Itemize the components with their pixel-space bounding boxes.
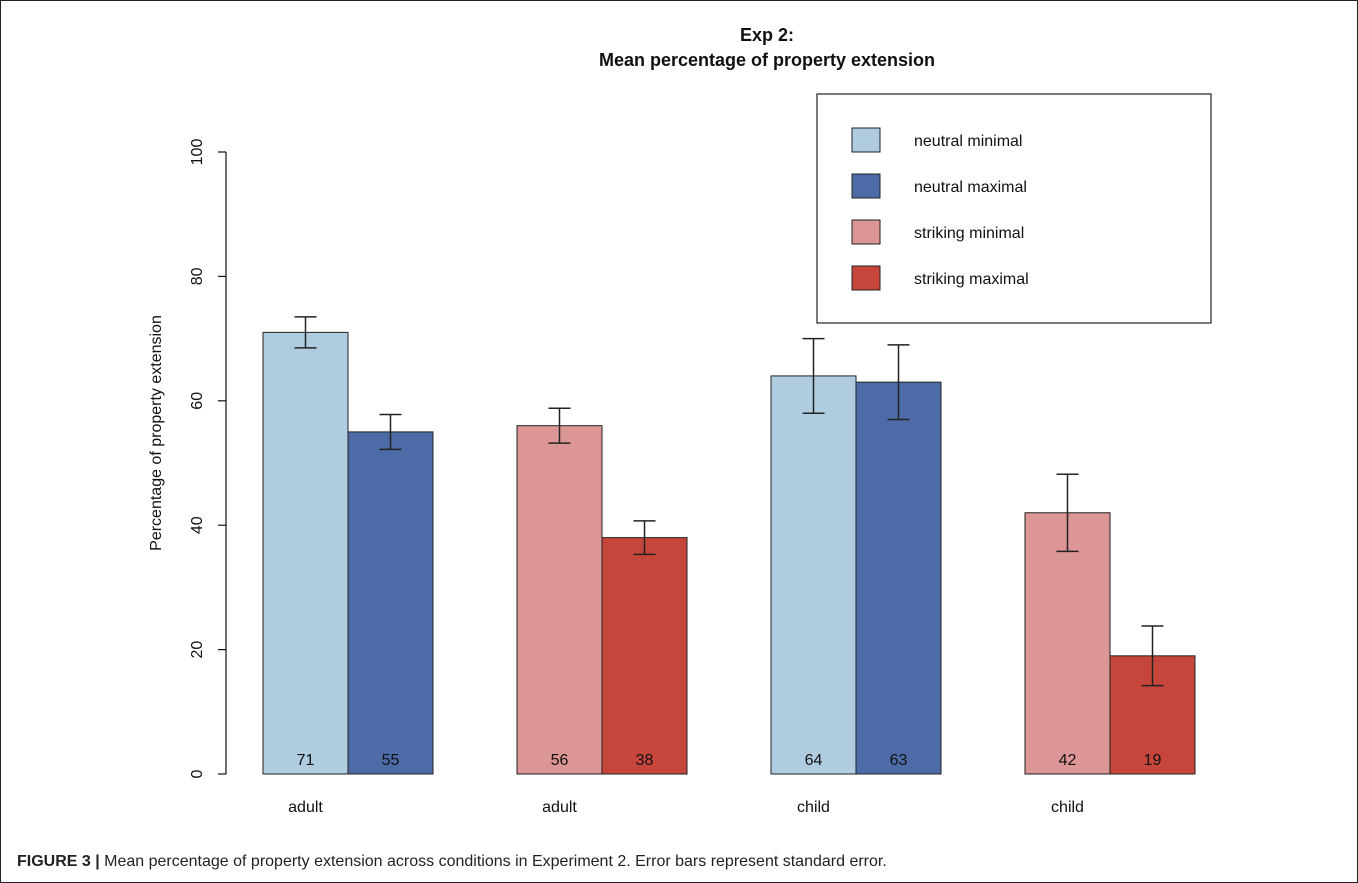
y-tick-label: 20 (189, 641, 206, 659)
bar-value-label: 64 (805, 752, 823, 769)
legend-label: striking maximal (914, 271, 1029, 288)
bar (770, 375, 857, 775)
caption-text: Mean percentage of property extension ac… (99, 853, 887, 870)
y-axis: 0 20 40 60 80 100 (189, 139, 227, 778)
group-label: child (1051, 799, 1084, 816)
y-axis-title: Percentage of property extension (148, 315, 165, 551)
legend-swatch (851, 219, 881, 245)
y-tick-label: 60 (189, 392, 206, 410)
legend-swatch (851, 173, 881, 199)
bar-chart: Exp 2: Mean percentage of property exten… (148, 25, 1212, 816)
bar (347, 431, 434, 775)
bar-value-label: 19 (1144, 752, 1162, 769)
bar-value-label: 63 (890, 752, 908, 769)
bar-value-label: 56 (551, 752, 569, 769)
caption-label: FIGURE 3 | (17, 853, 100, 870)
chart-title-line-2: Mean percentage of property extension (599, 50, 935, 70)
legend-label: neutral minimal (914, 133, 1022, 150)
legend-label: neutral maximal (914, 179, 1027, 196)
group-label: adult (542, 799, 577, 816)
bar-value-label: 38 (636, 752, 654, 769)
chart-title-line-1: Exp 2: (740, 25, 794, 45)
legend-swatch (851, 127, 881, 153)
legend-box (816, 93, 1212, 324)
legend-swatch (851, 265, 881, 291)
group-label: adult (288, 799, 323, 816)
legend-label: striking minimal (914, 225, 1024, 242)
bar-value-label: 71 (297, 752, 315, 769)
group-label: child (797, 799, 830, 816)
y-tick-label: 40 (189, 516, 206, 534)
bar (601, 537, 688, 775)
bar-value-label: 55 (382, 752, 400, 769)
y-tick-label: 0 (189, 769, 206, 778)
legend: neutral minimal neutral maximal striking m… (816, 93, 1212, 324)
bar (262, 331, 349, 775)
chart-title: Exp 2: Mean percentage of property exten… (599, 25, 935, 70)
y-tick-label: 100 (189, 139, 206, 166)
bar (516, 425, 603, 775)
y-tick-label: 80 (189, 267, 206, 285)
bars-layer: 71 55 56 38 64 63 42 19 (262, 316, 1196, 775)
group-labels: adult adult child child (288, 799, 1084, 816)
bar (855, 381, 942, 775)
figure-caption: FIGURE 3 | Mean percentage of property e… (17, 853, 887, 871)
bar-value-label: 42 (1059, 752, 1077, 769)
